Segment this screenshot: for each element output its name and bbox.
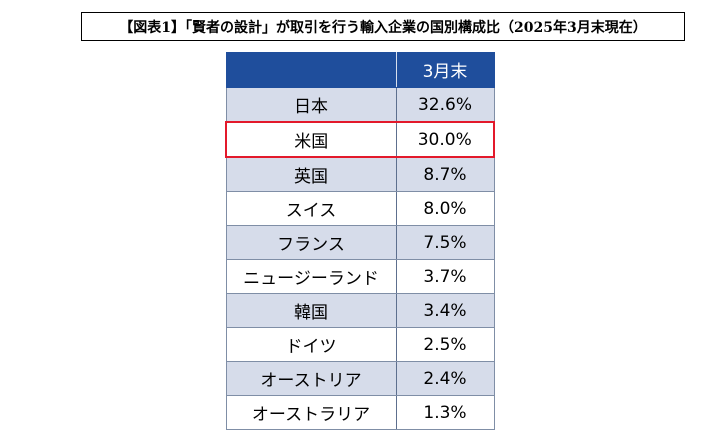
share-cell: 30.0% [395, 121, 495, 158]
table-header-row: 3月末 [225, 52, 495, 88]
table-row: 日本 32.6% [225, 87, 495, 123]
table-row: 英国 8.7% [225, 157, 495, 192]
table-row: スイス 8.0% [225, 191, 495, 226]
country-cell: 米国 [225, 121, 397, 158]
share-cell: 2.5% [395, 327, 495, 362]
table-body: 日本 32.6% 米国 30.0% 英国 8.7% スイス 8.0% フランス 7.5% ニュージー… [225, 87, 495, 430]
country-cell: 韓国 [225, 293, 397, 328]
table-row: フランス 7.5% [225, 225, 495, 260]
header-march-end: 3月末 [395, 52, 495, 88]
share-cell: 2.4% [395, 361, 495, 396]
share-cell: 8.0% [395, 191, 495, 226]
country-cell: 日本 [225, 87, 397, 123]
table-row: ドイツ 2.5% [225, 327, 495, 362]
table-row: 韓国 3.4% [225, 293, 495, 328]
country-cell: フランス [225, 225, 397, 260]
table-row: オーストラリア 1.3% [225, 395, 495, 430]
country-cell: オーストラリア [225, 395, 397, 430]
share-cell: 3.7% [395, 259, 495, 294]
country-cell: スイス [225, 191, 397, 226]
country-share-table-container: 3月末 日本 32.6% 米国 30.0% 英国 8.7% スイス 8.0% フランス 7.5% ニ… [225, 52, 495, 430]
share-cell: 3.4% [395, 293, 495, 328]
share-cell: 8.7% [395, 157, 495, 192]
country-cell: オーストリア [225, 361, 397, 396]
country-cell: ニュージーランド [225, 259, 397, 294]
country-cell: 英国 [225, 157, 397, 192]
share-cell: 7.5% [395, 225, 495, 260]
table-row: ニュージーランド 3.7% [225, 259, 495, 294]
country-cell: ドイツ [225, 327, 397, 362]
share-cell: 1.3% [395, 395, 495, 430]
share-cell: 32.6% [395, 87, 495, 123]
country-share-table: 3月末 日本 32.6% 米国 30.0% 英国 8.7% スイス 8.0% フランス 7.5% ニ… [225, 52, 495, 430]
figure-title: 【図表1】「賢者の設計」が取引を行う輸入企業の国別構成比（2025年3月末現在） [81, 12, 685, 41]
header-country [225, 52, 397, 88]
table-row-highlighted: 米国 30.0% [225, 121, 495, 158]
table-row: オーストリア 2.4% [225, 361, 495, 396]
